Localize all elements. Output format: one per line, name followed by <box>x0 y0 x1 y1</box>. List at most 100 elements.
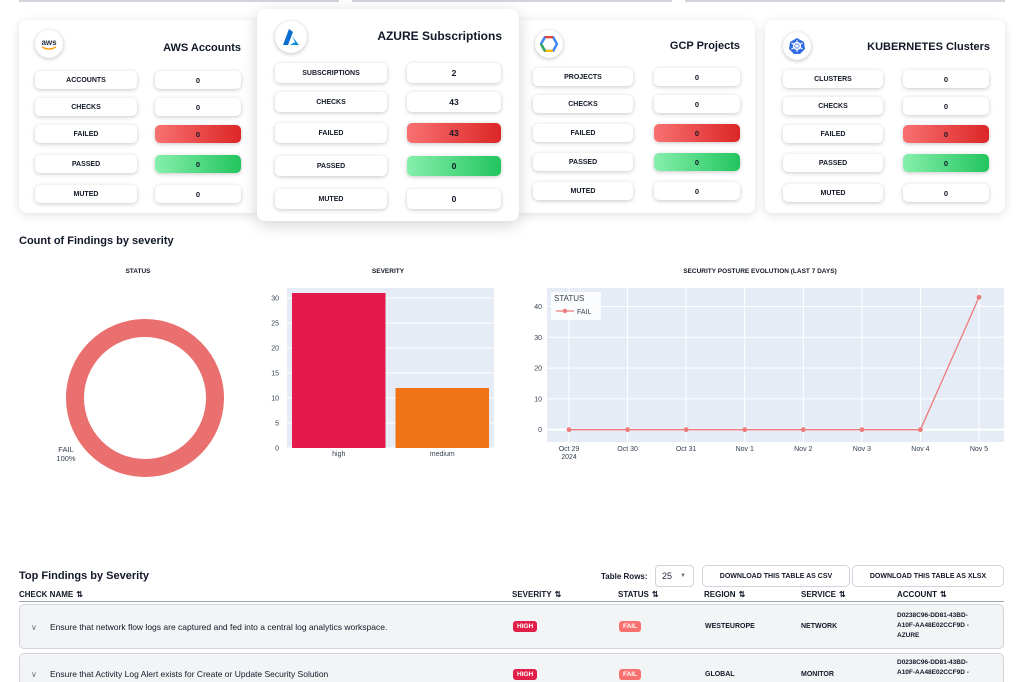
stat-label-clusters: CLUSTERS <box>783 70 883 88</box>
column-header-label: STATUS <box>618 590 649 599</box>
stat-label-passed: PASSED <box>275 156 387 176</box>
donut-data-label: FAIL <box>58 445 73 454</box>
stat-value-muted: 0 <box>155 185 241 203</box>
data-point <box>625 427 630 433</box>
stat-label-muted: MUTED <box>275 189 387 209</box>
stat-label-muted: MUTED <box>35 185 137 203</box>
table-rows-select[interactable]: 25 ▼ <box>655 565 694 587</box>
stat-value-checks: 0 <box>903 97 989 115</box>
x-tick-label: Oct 31 <box>676 446 697 453</box>
chevron-down-icon[interactable]: ∨ <box>31 670 37 679</box>
x-tick-label: high <box>332 451 345 458</box>
stat-label-accounts: ACCOUNTS <box>35 71 137 89</box>
region-cell: GLOBAL <box>705 671 735 678</box>
card-title: GCP Projects <box>669 40 740 52</box>
card-title: AWS Accounts <box>163 42 241 54</box>
data-point <box>800 427 806 433</box>
stat-value-failed: 0 <box>654 124 740 142</box>
table-rows-label: Table Rows: <box>601 572 648 581</box>
y-tick-label: 30 <box>271 296 279 303</box>
stat-value-clusters: 0 <box>903 70 989 88</box>
check-name-cell: Ensure that Activity Log Alert exists fo… <box>50 669 329 679</box>
table-row[interactable]: ∨ Ensure that network flow logs are capt… <box>19 604 1004 649</box>
stat-value-projects: 0 <box>654 68 740 86</box>
stat-label-subscriptions: SUBSCRIPTIONS <box>275 63 387 83</box>
y-tick-label: 10 <box>534 396 542 403</box>
stat-value-passed: 0 <box>654 153 740 171</box>
download-xlsx-button[interactable]: DOWNLOAD THIS TABLE AS XLSX <box>852 565 1004 587</box>
column-header-status[interactable]: STATUS ⇅ <box>618 590 659 599</box>
y-tick-label: 30 <box>534 335 542 342</box>
severity-bar-chart: 0 5 10 15 20 25 30 high medium <box>271 288 494 458</box>
account-line: AZURE <box>897 632 920 639</box>
x-tick-label: Nov 4 <box>911 446 929 453</box>
x-tick-label: Nov 5 <box>970 446 988 453</box>
data-point <box>742 427 748 433</box>
series-line-fail <box>569 296 980 431</box>
y-tick-label: 15 <box>271 371 279 378</box>
card-title: AZURE Subscriptions <box>377 29 502 43</box>
stat-value-failed: 0 <box>903 125 989 143</box>
service-cell: NETWORK <box>801 623 838 630</box>
stat-value-checks: 43 <box>407 92 501 112</box>
bar-high <box>292 293 386 448</box>
severity-chart-title: SEVERITY <box>371 268 405 275</box>
previous-panel-edge <box>19 0 339 2</box>
service-cell: MONITOR <box>801 671 834 678</box>
x-tick-label: Nov 1 <box>736 446 754 453</box>
y-tick-label: 0 <box>275 446 279 453</box>
findings-section-title: Count of Findings by severity <box>19 235 174 247</box>
svg-text:aws: aws <box>41 38 57 47</box>
x-tick-label: Nov 2 <box>794 446 812 453</box>
y-tick-label: 20 <box>271 346 279 353</box>
stat-label-muted: MUTED <box>533 182 633 200</box>
column-header-service[interactable]: SERVICE ⇅ <box>801 590 846 599</box>
stat-value-checks: 0 <box>155 98 241 116</box>
account-line: A10F-AA48E02CCF9D - <box>897 622 969 629</box>
stat-value-muted: 0 <box>903 184 989 202</box>
stat-value-passed: 0 <box>155 155 241 173</box>
stat-label-checks: CHECKS <box>533 95 633 113</box>
x-tick-label: medium <box>430 451 455 458</box>
column-header-label: SERVICE <box>801 590 836 599</box>
column-header-region[interactable]: REGION ⇅ <box>704 590 745 599</box>
y-tick-label: 10 <box>271 396 279 403</box>
y-tick-label: 25 <box>271 321 279 328</box>
azure-subscriptions-card: AZURE Subscriptions SUBSCRIPTIONS 2 CHEC… <box>257 9 519 221</box>
data-point <box>918 427 923 433</box>
stat-label-passed: PASSED <box>783 154 883 172</box>
check-name-cell: Ensure that network flow logs are captur… <box>50 622 388 632</box>
account-line: D0238C96-DD81-43BD- <box>897 659 968 666</box>
stat-label-checks: CHECKS <box>275 92 387 112</box>
column-header-severity[interactable]: SEVERITY ⇅ <box>512 590 561 599</box>
sort-arrows-icon: ⇅ <box>738 590 746 599</box>
data-point <box>566 427 572 433</box>
x-tick-label: Nov 3 <box>853 446 871 453</box>
previous-panel-edge <box>352 0 672 2</box>
severity-badge: HIGH <box>513 669 538 680</box>
stat-value-failed: 0 <box>155 125 241 143</box>
legend-swatch-marker <box>562 308 568 314</box>
stat-label-projects: PROJECTS <box>533 68 633 86</box>
chevron-down-icon[interactable]: ∨ <box>31 623 37 632</box>
stat-value-passed: 0 <box>903 154 989 172</box>
column-header-check-name[interactable]: CHECK NAME ⇅ <box>19 590 83 599</box>
column-header-label: CHECK NAME <box>19 590 74 599</box>
stat-value-accounts: 0 <box>155 71 241 89</box>
table-title: Top Findings by Severity <box>19 570 149 582</box>
stat-label-failed: FAILED <box>35 125 137 143</box>
y-tick-label: 40 <box>534 304 542 311</box>
stat-label-passed: PASSED <box>35 155 137 173</box>
download-csv-button[interactable]: DOWNLOAD THIS TABLE AS CSV <box>702 565 850 587</box>
x-tick-label: 2024 <box>561 454 577 461</box>
column-header-account[interactable]: ACCOUNT ⇅ <box>897 590 947 599</box>
account-line: D0238C96-DD81-43BD- <box>897 612 968 619</box>
kubernetes-logo-icon <box>783 32 811 60</box>
stat-label-failed: FAILED <box>275 123 387 143</box>
stat-label-checks: CHECKS <box>35 98 137 116</box>
data-point <box>859 427 865 433</box>
legend-title: STATUS <box>554 294 584 303</box>
table-row[interactable]: ∨ Ensure that Activity Log Alert exists … <box>19 653 1004 682</box>
sort-arrows-icon: ⇅ <box>651 590 659 599</box>
